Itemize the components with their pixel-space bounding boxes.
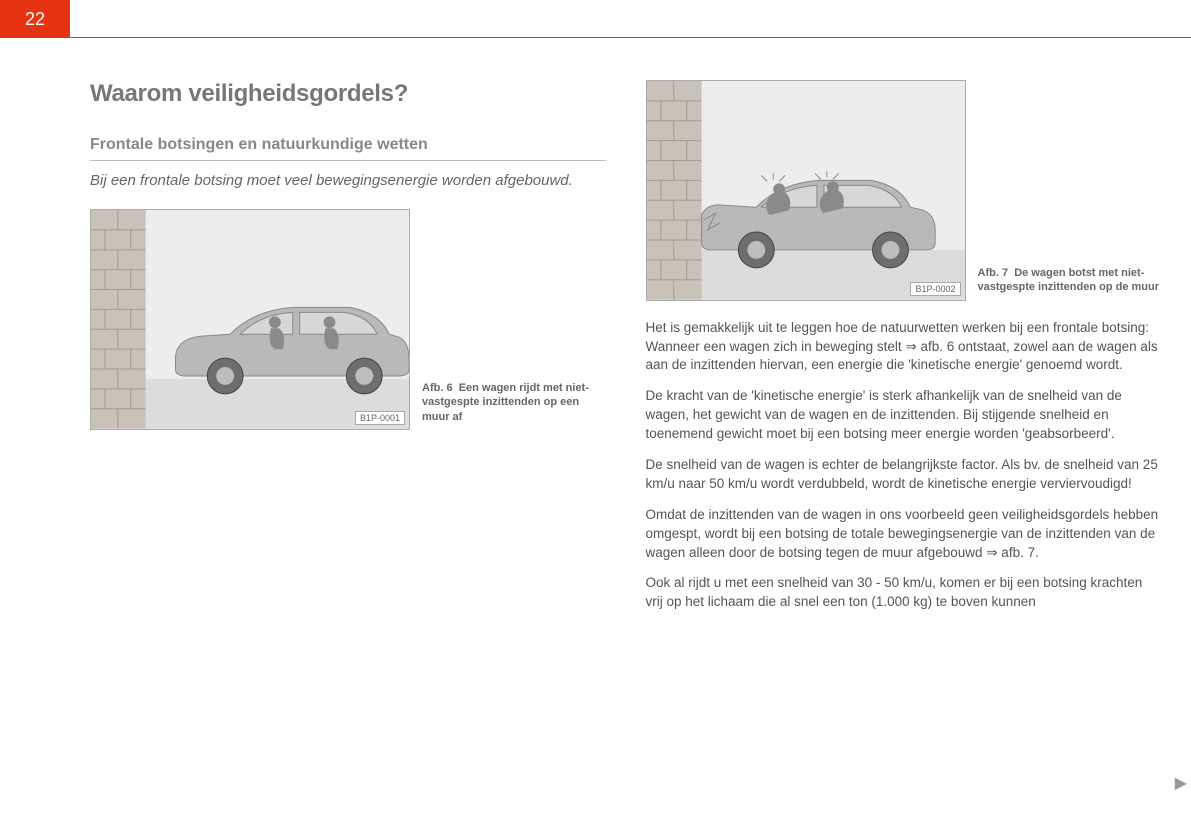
figure-7-caption: Afb. 7 De wagen botst met niet-vastgespt… xyxy=(978,266,1162,301)
figure-6-caption: Afb. 6 Een wagen rijdt met niet-vastgesp… xyxy=(422,381,606,430)
continue-arrow-icon: ▶ xyxy=(1175,773,1187,793)
right-column: B1P-0002 Afb. 7 De wagen botst met niet-… xyxy=(646,80,1162,803)
figure-6-id: B1P-0001 xyxy=(355,411,405,425)
paragraph-3: De snelheid van de wagen is echter de be… xyxy=(646,456,1162,494)
paragraph-4: Omdat de inzittenden van de wagen in ons… xyxy=(646,506,1162,563)
main-heading: Waarom veiligheidsgordels? xyxy=(90,80,606,108)
figure-6-svg xyxy=(91,210,409,429)
figure-7-label: Afb. 7 xyxy=(978,267,1009,279)
left-column: Waarom veiligheidsgordels? Frontale bots… xyxy=(90,80,606,803)
paragraph-5: Ook al rijdt u met een snelheid van 30 -… xyxy=(646,574,1162,612)
figure-7-svg xyxy=(647,81,965,300)
header-rule xyxy=(70,37,1191,38)
lead-paragraph: Bij een frontale botsing moet veel beweg… xyxy=(90,171,606,191)
figure-6-label: Afb. 6 xyxy=(422,382,453,394)
figure-7-block: B1P-0002 Afb. 7 De wagen botst met niet-… xyxy=(646,80,1162,301)
page-content: Waarom veiligheidsgordels? Frontale bots… xyxy=(90,80,1161,803)
page-number-tab: 22 xyxy=(0,0,70,38)
figure-7: B1P-0002 xyxy=(646,80,966,301)
paragraph-2: De kracht van de 'kinetische energie' is… xyxy=(646,387,1162,444)
figure-6: B1P-0001 xyxy=(90,209,410,430)
figure-7-id: B1P-0002 xyxy=(910,282,960,296)
figure-6-block: B1P-0001 Afb. 6 Een wagen rijdt met niet… xyxy=(90,209,606,430)
sub-heading: Frontale botsingen en natuurkundige wett… xyxy=(90,136,606,161)
page-number: 22 xyxy=(25,9,45,30)
paragraph-1: Het is gemakkelijk uit te leggen hoe de … xyxy=(646,319,1162,376)
